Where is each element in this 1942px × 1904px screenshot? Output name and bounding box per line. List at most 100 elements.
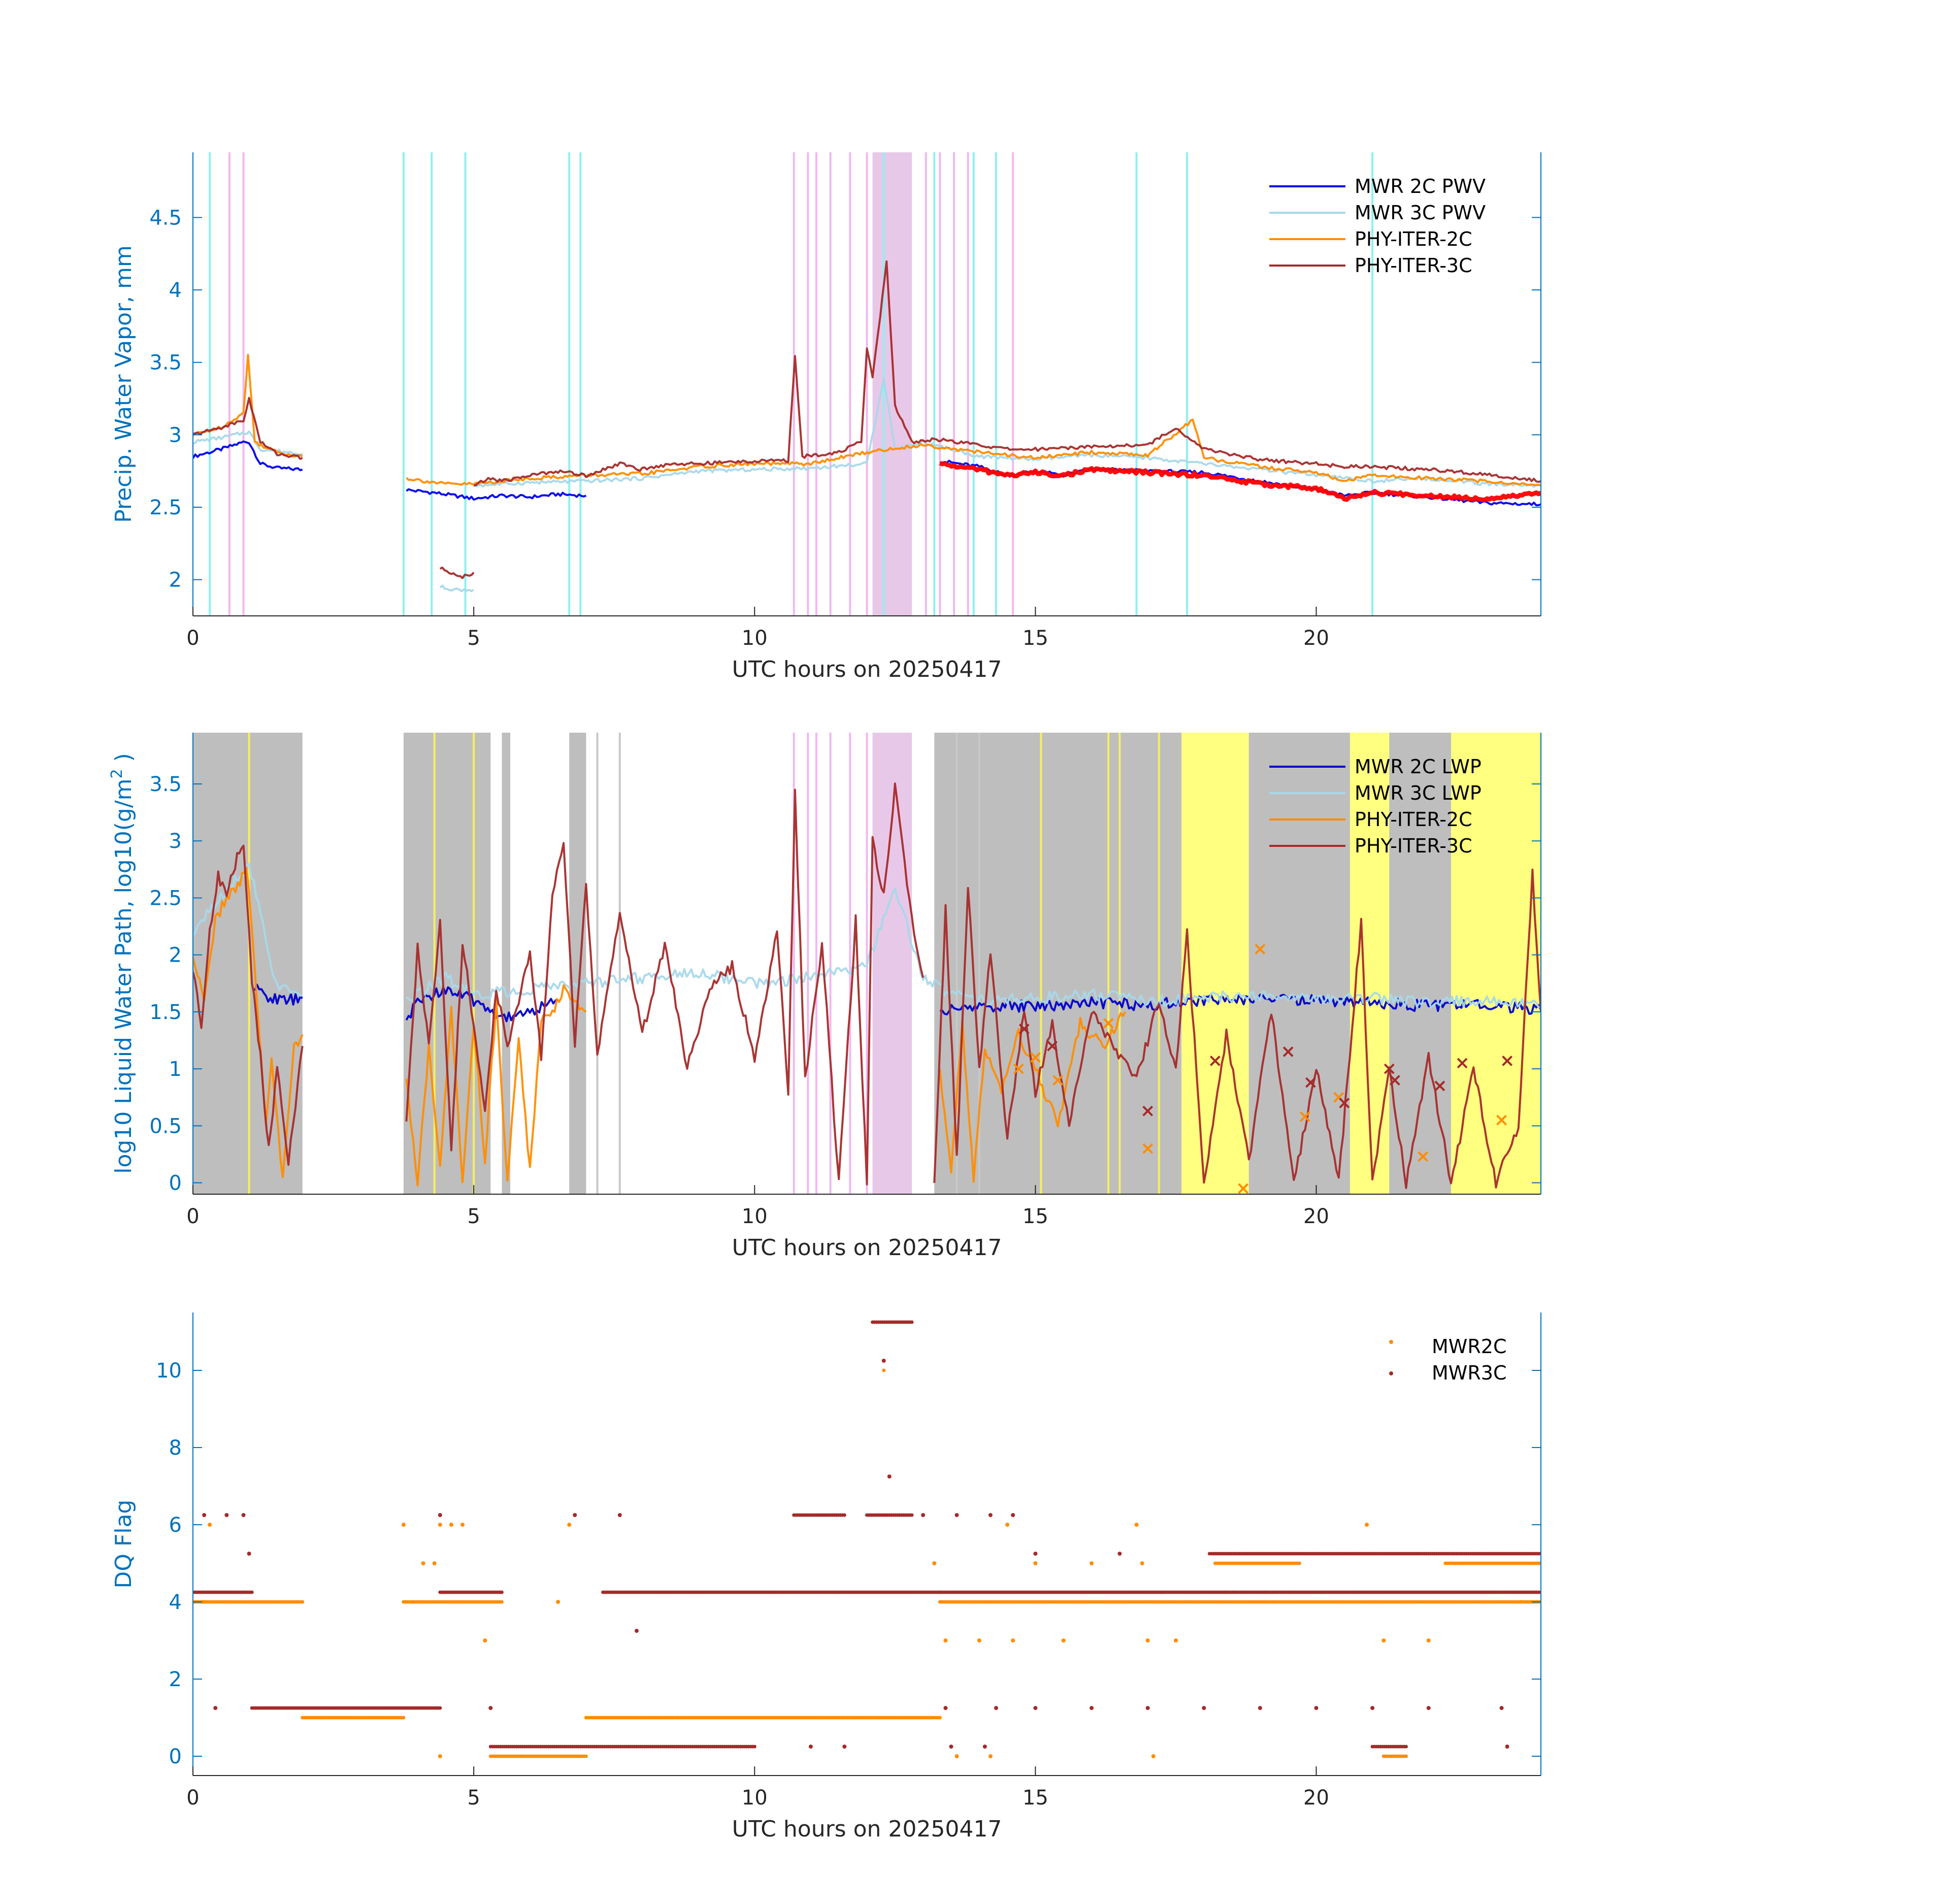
dq-point [982,1745,987,1749]
shaded-band-gray [934,733,1181,1194]
dq-point [1145,1706,1150,1710]
y-tick-label: 1.5 [149,1001,182,1024]
y-tick-label: 2 [169,944,182,967]
dq-point [1365,1523,1369,1527]
dq-point [213,1706,218,1710]
series-line-3-seg-2 [933,868,1541,1189]
y-tick-label: 4.5 [149,206,182,229]
dq-point [1140,1561,1144,1565]
series-line-3-seg-1 [405,782,925,1186]
series-line-1-seg-2 [473,377,1541,488]
dq-point [1134,1523,1139,1527]
y-tick-label: 0 [169,1745,182,1768]
dq-point [1033,1552,1038,1556]
legend-label-0: MWR2C [1432,1335,1506,1358]
x-tick-label: 5 [467,1786,480,1810]
cross-marker [1142,1143,1154,1154]
legend-label-0: MWR 2C LWP [1355,756,1482,778]
x-tick-label: 20 [1303,1786,1329,1810]
dq-point [887,1474,892,1479]
cross-marker [1299,1111,1310,1122]
shaded-band-gray [1248,733,1350,1194]
legend-label-1: MWR 3C PWV [1355,202,1486,224]
dq-point [247,1552,251,1556]
dq-point [1033,1561,1038,1565]
dq-point [634,1629,639,1633]
y-axis-label: DQ Flag [111,1500,137,1589]
cross-marker [1103,1017,1114,1029]
y-tick-label: 4 [169,1591,182,1614]
legend-label-2: PHY-ITER-2C [1355,808,1472,831]
x-tick-label: 0 [186,1786,199,1810]
lwp-panel: 0 5 10 15 20 0 0.5 1 1.5 2 2.5 3 3.5 UTC hours on 202… [108,733,1541,1261]
dq-point [1011,1638,1015,1643]
dq-point [438,1754,442,1758]
y-tick-label: 3 [169,830,182,853]
x-tick-label: 10 [742,627,768,650]
dq-point [1173,1638,1178,1643]
cross-marker [1434,1080,1445,1092]
plot-area [193,733,1541,1194]
series-line-3-seg-0 [193,844,304,1166]
x-tick-label: 15 [1023,1205,1048,1228]
legend-label-1: MWR 3C LWP [1355,782,1482,804]
x-tick-label: 20 [1303,627,1329,650]
y-tick-label: 8 [169,1436,182,1460]
series-line-3-seg-0 [193,397,303,460]
dq-point [1090,1561,1094,1565]
y-tick-label: 3 [169,423,182,447]
x-tick-label: 20 [1303,1205,1329,1228]
legend-marker-1 [1389,1371,1393,1375]
dq-point [241,1513,246,1517]
dq-point [1381,1638,1386,1643]
series-line-4-seg-0 [939,461,1541,502]
dq-point [1033,1706,1038,1710]
x-tick-label: 15 [1023,1786,1048,1810]
y-tick-label: 2 [169,569,182,592]
cross-marker [1457,1058,1468,1069]
x-tick-label: 5 [467,627,480,650]
series-line-2-seg-0 [193,866,304,1178]
series-line-0-seg-1 [405,986,558,1023]
dq-point [573,1513,577,1517]
dq-point [556,1600,561,1604]
legend-label-3: PHY-ITER-3C [1355,254,1472,277]
legend-label-1: MWR3C [1432,1362,1506,1384]
y-axis-label-end: ) [111,753,137,769]
y-tick-label: 2.5 [149,887,182,910]
legend: MWR2C MWR3C [1389,1335,1506,1384]
cross-marker [1418,1151,1429,1162]
legend-label-0: MWR 2C PWV [1355,175,1486,198]
dq-point [1151,1754,1156,1758]
legend: MWR 2C LWP MWR 3C LWP PHY-ITER-2C PHY-ITER-… [1269,756,1482,857]
series-line-1-seg-0 [193,430,303,456]
dq-point [208,1523,212,1527]
dq-point [932,1561,937,1565]
legend-label-3: PHY-ITER-3C [1355,835,1472,857]
dq-point [808,1745,813,1749]
shaded-band-gray [569,733,586,1194]
dq-point [401,1523,406,1527]
plot-area [193,1320,1541,1758]
dq-point [994,1706,998,1710]
dq-point [488,1706,493,1710]
dq-point [954,1513,959,1517]
shaded-band-gray [403,733,491,1194]
dq-point [842,1745,847,1749]
x-tick-label: 5 [467,1205,480,1228]
y-tick-label: 4 [169,279,182,302]
cross-marker [1496,1114,1507,1126]
dq-point [954,1754,959,1758]
cross-marker [1384,1063,1395,1074]
y-axis-label-text: log10 Liquid Water Path, log10(g/m [111,778,137,1173]
legend-marker-0 [1389,1340,1393,1344]
dq-point [1011,1513,1015,1517]
cross-marker [1013,1063,1024,1074]
dq-point [438,1513,442,1517]
cross-marker [1052,1075,1064,1086]
cross-marker [1238,1183,1249,1194]
dq-point [949,1745,953,1749]
series-line-1-seg-0 [193,863,303,997]
dq-point [1061,1638,1066,1643]
